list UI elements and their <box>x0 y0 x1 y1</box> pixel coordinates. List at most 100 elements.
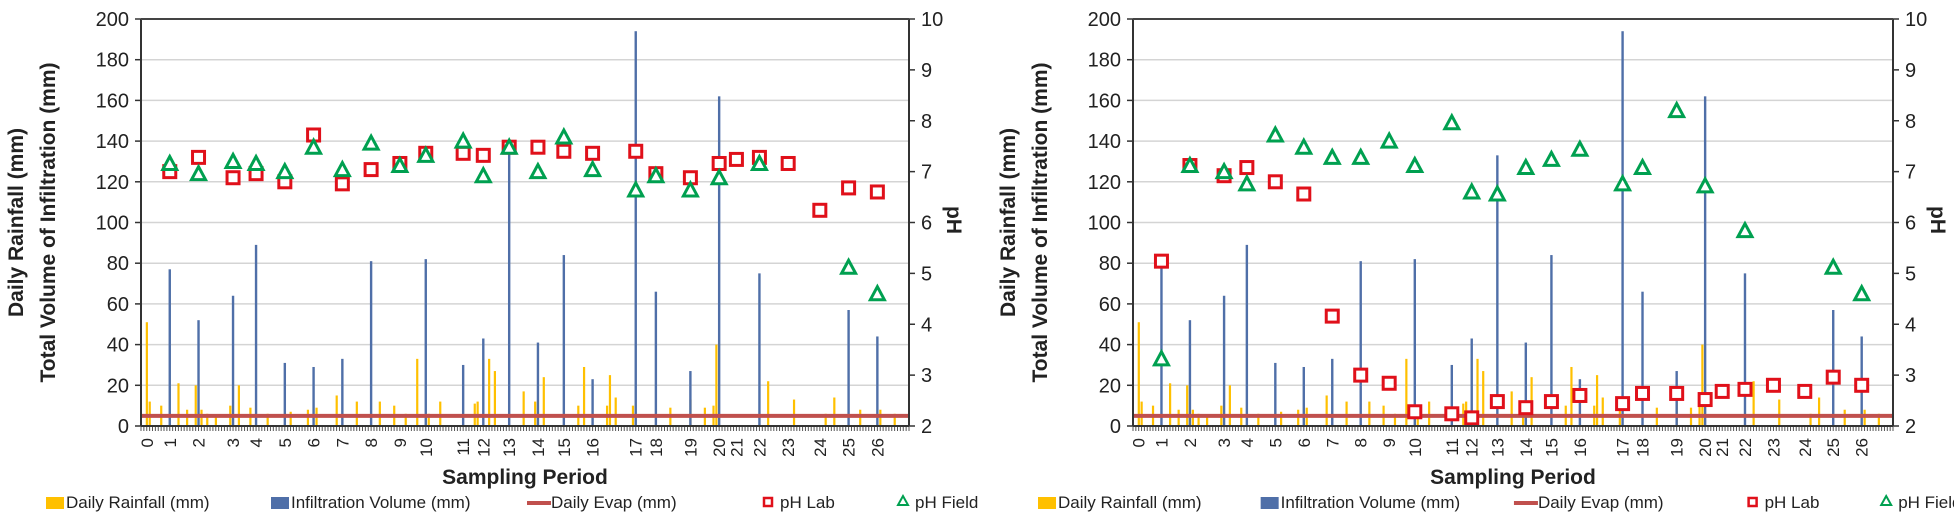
rainfall-bar <box>1368 401 1371 426</box>
x-tick-label: 0 <box>138 438 157 447</box>
infiltration-bar <box>758 273 761 426</box>
rainfall-bar <box>145 322 148 426</box>
x-tick-label: 9 <box>1380 438 1399 447</box>
y-right-tick-label: 7 <box>921 162 932 184</box>
ph-field-marker <box>646 165 666 184</box>
ph-field-marker <box>1180 155 1200 174</box>
x-tick-label: 11 <box>454 438 473 456</box>
ph-field-marker <box>1322 147 1342 165</box>
y-left-tick-label: 100 <box>96 213 129 235</box>
y-right-tick-label: 10 <box>921 9 943 31</box>
x-tick-label: 7 <box>333 438 352 447</box>
x-tick-label: 26 <box>868 438 887 457</box>
y-left-tick-label: 160 <box>1088 90 1121 112</box>
ph-field-marker <box>839 257 859 275</box>
x-tick-label: 20 <box>710 438 729 457</box>
legend-label: Daily Evap (mm) <box>551 493 677 512</box>
ph-field-marker <box>1405 155 1425 174</box>
x-tick-label: 18 <box>647 438 666 457</box>
rainfall-bar <box>614 397 617 426</box>
x-tick-label: 10 <box>1406 438 1425 457</box>
infiltration-bar <box>1470 338 1473 426</box>
ph-field-marker <box>1633 157 1653 176</box>
infiltration-bar <box>876 336 879 426</box>
ph-lab-marker <box>1353 367 1369 383</box>
y-left-tick-label: 140 <box>96 131 129 153</box>
legend-label: Daily Evap (mm) <box>1538 493 1664 512</box>
ph-lab-marker <box>1797 383 1813 399</box>
infiltration-bar <box>1641 291 1644 426</box>
ph-lab-marker <box>585 145 601 161</box>
ph-lab-marker <box>1714 383 1730 399</box>
x-tick-label: 13 <box>500 438 519 457</box>
y-left-tick-label: 100 <box>1088 213 1121 235</box>
ph-field-marker <box>160 153 180 171</box>
ph-field-marker <box>528 161 548 180</box>
infiltration-bar <box>717 96 721 426</box>
x-tick-label: 16 <box>584 438 603 457</box>
x-tick-label: 16 <box>1571 438 1590 457</box>
rainfall-bar <box>194 385 197 426</box>
infiltration-bar <box>1550 255 1553 426</box>
x-tick-label: 15 <box>555 438 574 457</box>
y-axis-title-infiltration: Total Volume of Infiltration (mm) <box>1029 62 1052 382</box>
ph-lab-marker <box>1543 394 1559 410</box>
ph-field-marker <box>1541 149 1561 167</box>
rainfall-bar <box>833 397 836 426</box>
legend-swatch-rainfall <box>1038 497 1056 509</box>
rainfall-bar <box>177 383 180 426</box>
x-tick-label: 8 <box>1352 438 1371 447</box>
y-right-tick-label: 10 <box>1905 9 1927 31</box>
infiltration-bar <box>507 147 511 426</box>
ph-lab-marker <box>1854 377 1870 393</box>
rainfall-bar <box>1206 415 1209 426</box>
rainfall-bar <box>1297 409 1300 426</box>
rainfall-bar <box>1809 413 1812 426</box>
ph-field-marker <box>1294 137 1314 155</box>
rainfall-bar <box>1345 401 1348 426</box>
ph-field-marker <box>416 145 436 163</box>
rainfall-bar <box>355 401 358 426</box>
rainfall-bar <box>1595 375 1599 426</box>
infiltration-bar <box>1496 155 1499 426</box>
rainfall-bar <box>1570 366 1573 426</box>
infiltration-bar <box>231 295 235 426</box>
rainfall-bar <box>1416 413 1419 426</box>
ph-lab-marker <box>1489 394 1505 410</box>
x-tick-label: 17 <box>1614 438 1633 457</box>
rainfall-bar <box>488 358 491 426</box>
legend-swatch-ph-lab <box>1747 496 1758 508</box>
rainfall-bar <box>824 413 827 426</box>
y-left-tick-label: 60 <box>1099 294 1121 316</box>
x-tick-label: 24 <box>811 438 830 457</box>
legend-label: pH Lab <box>1765 493 1820 512</box>
infiltration-bar <box>634 31 637 427</box>
x-tick-label: 4 <box>247 438 266 447</box>
infiltration-bar <box>562 255 566 426</box>
infiltration-bar <box>1743 273 1747 426</box>
y-axis-title-ph: pH <box>942 206 965 234</box>
infiltration-bar <box>283 362 287 426</box>
ph-lab-marker <box>780 155 796 171</box>
x-tick-label: 23 <box>1764 438 1783 457</box>
ph-lab-marker <box>1615 396 1631 412</box>
ph-lab-marker <box>1324 308 1340 324</box>
infiltration-bar <box>654 291 658 426</box>
legend: Daily Rainfall (mm) Infiltration Volume (… <box>1038 493 1954 512</box>
ph-field-marker <box>1667 100 1687 119</box>
y-right-tick-label: 6 <box>1905 213 1916 235</box>
ph-field-marker <box>189 163 209 182</box>
rainfall-bar <box>534 401 537 426</box>
infiltration-bar <box>312 366 315 426</box>
rainfall-bar <box>186 409 189 426</box>
ph-lab-marker <box>1825 369 1841 385</box>
ph-field-marker <box>361 132 381 151</box>
infiltration-bar <box>1245 244 1249 426</box>
x-tick-label: 24 <box>1796 438 1815 457</box>
ph-field-marker <box>867 283 887 302</box>
x-tick-label: 2 <box>1181 438 1200 447</box>
y-left-tick-label: 40 <box>1099 335 1121 357</box>
x-tick-label: 11 <box>1443 438 1462 456</box>
ph-field-marker <box>499 137 519 155</box>
